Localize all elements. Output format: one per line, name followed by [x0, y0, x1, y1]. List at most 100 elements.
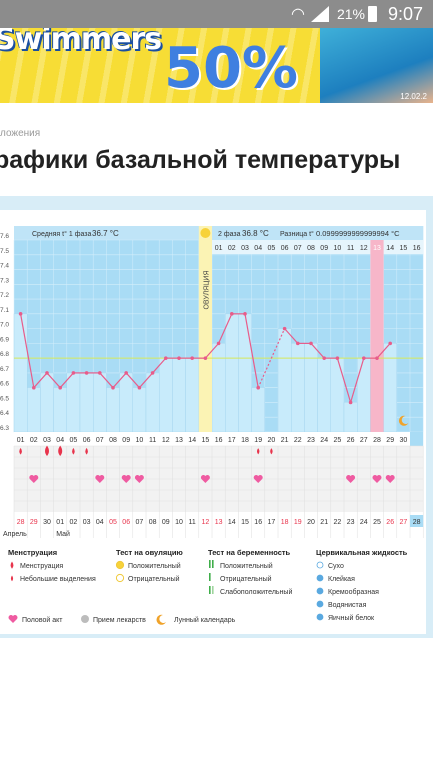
- cycle-day-label: 28: [17, 519, 25, 526]
- ad-banner[interactable]: Swimmers 50% 12.02.2: [0, 28, 433, 103]
- temp-bar: [224, 313, 239, 433]
- y-tick-label: 6.5: [0, 395, 9, 402]
- top-day-label: 04: [254, 245, 262, 252]
- cycle-day-label: 03: [83, 519, 91, 526]
- temp-bar: [13, 313, 28, 433]
- x-tick-label: 11: [149, 437, 156, 444]
- legend-item: Положительный: [220, 562, 273, 570]
- x-tick-label: 03: [43, 437, 51, 444]
- top-day-label: 11: [347, 245, 354, 252]
- legend-item: Сухо: [328, 563, 344, 570]
- temp-line-segment: [33, 372, 48, 389]
- legend-fluid-icon: [316, 574, 324, 582]
- x-tick-label: 17: [228, 437, 236, 444]
- diff-value: 0.0999999999999994 °C: [316, 229, 400, 238]
- x-axis-last-cell: [410, 432, 424, 446]
- month-label-may: Май: [56, 530, 70, 538]
- temp-bar: [277, 328, 292, 433]
- heart-icon: [372, 475, 382, 483]
- y-tick-label: 6.8: [0, 351, 9, 358]
- x-tick-label: 09: [122, 437, 130, 444]
- temp-bar: [145, 372, 160, 433]
- legend-item: Небольшие выделения: [20, 575, 96, 583]
- breadcrumb[interactable]: ложения: [0, 128, 41, 139]
- temp-point: [362, 356, 366, 360]
- top-day-label: 15: [400, 245, 408, 252]
- phase2-header: [212, 226, 424, 240]
- cycle-day-label: 24: [360, 519, 368, 526]
- legend-test-stripe: [212, 586, 214, 594]
- cycle-day-label: 19: [294, 519, 302, 526]
- x-tick-label: 19: [254, 437, 262, 444]
- banner-brand: Swimmers: [0, 28, 162, 57]
- heart-icon: [346, 475, 356, 483]
- highlight-day-label: 13: [373, 245, 381, 252]
- banner-discount: 50%: [164, 36, 299, 101]
- cycle-day-label: 23: [347, 519, 355, 526]
- phase2-label: 2 фаза: [218, 231, 241, 238]
- x-tick-label: 21: [281, 437, 289, 444]
- legend-drop-icon: [10, 561, 14, 569]
- cycle-day-label: 11: [189, 519, 196, 526]
- cycle-day-label: 12: [202, 519, 210, 526]
- cycle-day-label: 25: [373, 519, 381, 526]
- status-bar: ◠ 21% 9:07: [0, 0, 433, 28]
- y-tick-label: 7.6: [0, 233, 9, 240]
- temp-point: [45, 371, 49, 375]
- x-tick-label: 20: [268, 437, 276, 444]
- temp-point: [230, 312, 234, 316]
- x-tick-label: 29: [386, 437, 394, 444]
- legend-title: Тест на овуляцию: [116, 548, 183, 557]
- cycle-day-label: 21: [320, 519, 328, 526]
- temp-line-segment: [218, 313, 233, 344]
- temp-point: [335, 356, 340, 360]
- temp-bar: [251, 387, 266, 433]
- temp-point: [18, 312, 23, 316]
- x-tick-label: 01: [17, 437, 25, 444]
- legend-fluid-icon: [316, 587, 324, 595]
- y-tick-label: 6.4: [0, 410, 9, 417]
- legend-test-stripe: [209, 560, 211, 568]
- temp-point: [388, 341, 393, 346]
- battery-percent: 21%: [336, 6, 365, 22]
- temp-point: [190, 356, 194, 360]
- temp-bar: [92, 372, 107, 433]
- temp-line-segment: [284, 328, 299, 344]
- legend-test-stripe: [209, 586, 211, 594]
- temp-bar: [79, 372, 94, 433]
- temp-point: [375, 356, 379, 360]
- legend-item: Положительный: [128, 562, 181, 570]
- heart-icon: [385, 475, 395, 483]
- temp-line-segment: [59, 372, 74, 389]
- y-tick-label: 7.4: [0, 263, 9, 270]
- temp-point: [203, 356, 208, 360]
- temp-bar: [132, 387, 147, 433]
- temp-bar: [211, 343, 226, 433]
- cycle-day-label: 17: [268, 519, 276, 526]
- legend-title: Менструация: [8, 548, 57, 557]
- cycle-day-label: 26: [386, 519, 394, 526]
- top-day-label: 08: [307, 245, 315, 252]
- legend-drop-icon: [10, 575, 14, 582]
- cycle-day-label: 14: [228, 519, 236, 526]
- x-tick-label: 24: [320, 437, 328, 444]
- page-title: рафики базальной температуры: [0, 146, 401, 174]
- legend-fluid-icon: [316, 600, 324, 608]
- x-tick-label: 22: [294, 437, 302, 444]
- legend-item: Отрицательный: [128, 575, 180, 583]
- menstruation-drop-icon: [72, 447, 75, 455]
- heart-icon: [134, 475, 144, 483]
- temp-line-segment: [204, 342, 220, 359]
- battery-charging-icon: [368, 6, 377, 22]
- x-tick-label: 06: [83, 437, 91, 444]
- legend-item: Лунный календарь: [174, 616, 236, 624]
- temp-line-segment: [376, 342, 391, 359]
- heart-icon: [29, 475, 39, 483]
- temp-bar: [343, 402, 358, 433]
- cycle-day-label: 20: [307, 519, 315, 526]
- temp-bar: [158, 357, 173, 433]
- cycle-day-label: 22: [334, 519, 342, 526]
- highlight-column: [370, 240, 384, 432]
- temp-point: [137, 385, 142, 390]
- temp-point: [84, 371, 89, 375]
